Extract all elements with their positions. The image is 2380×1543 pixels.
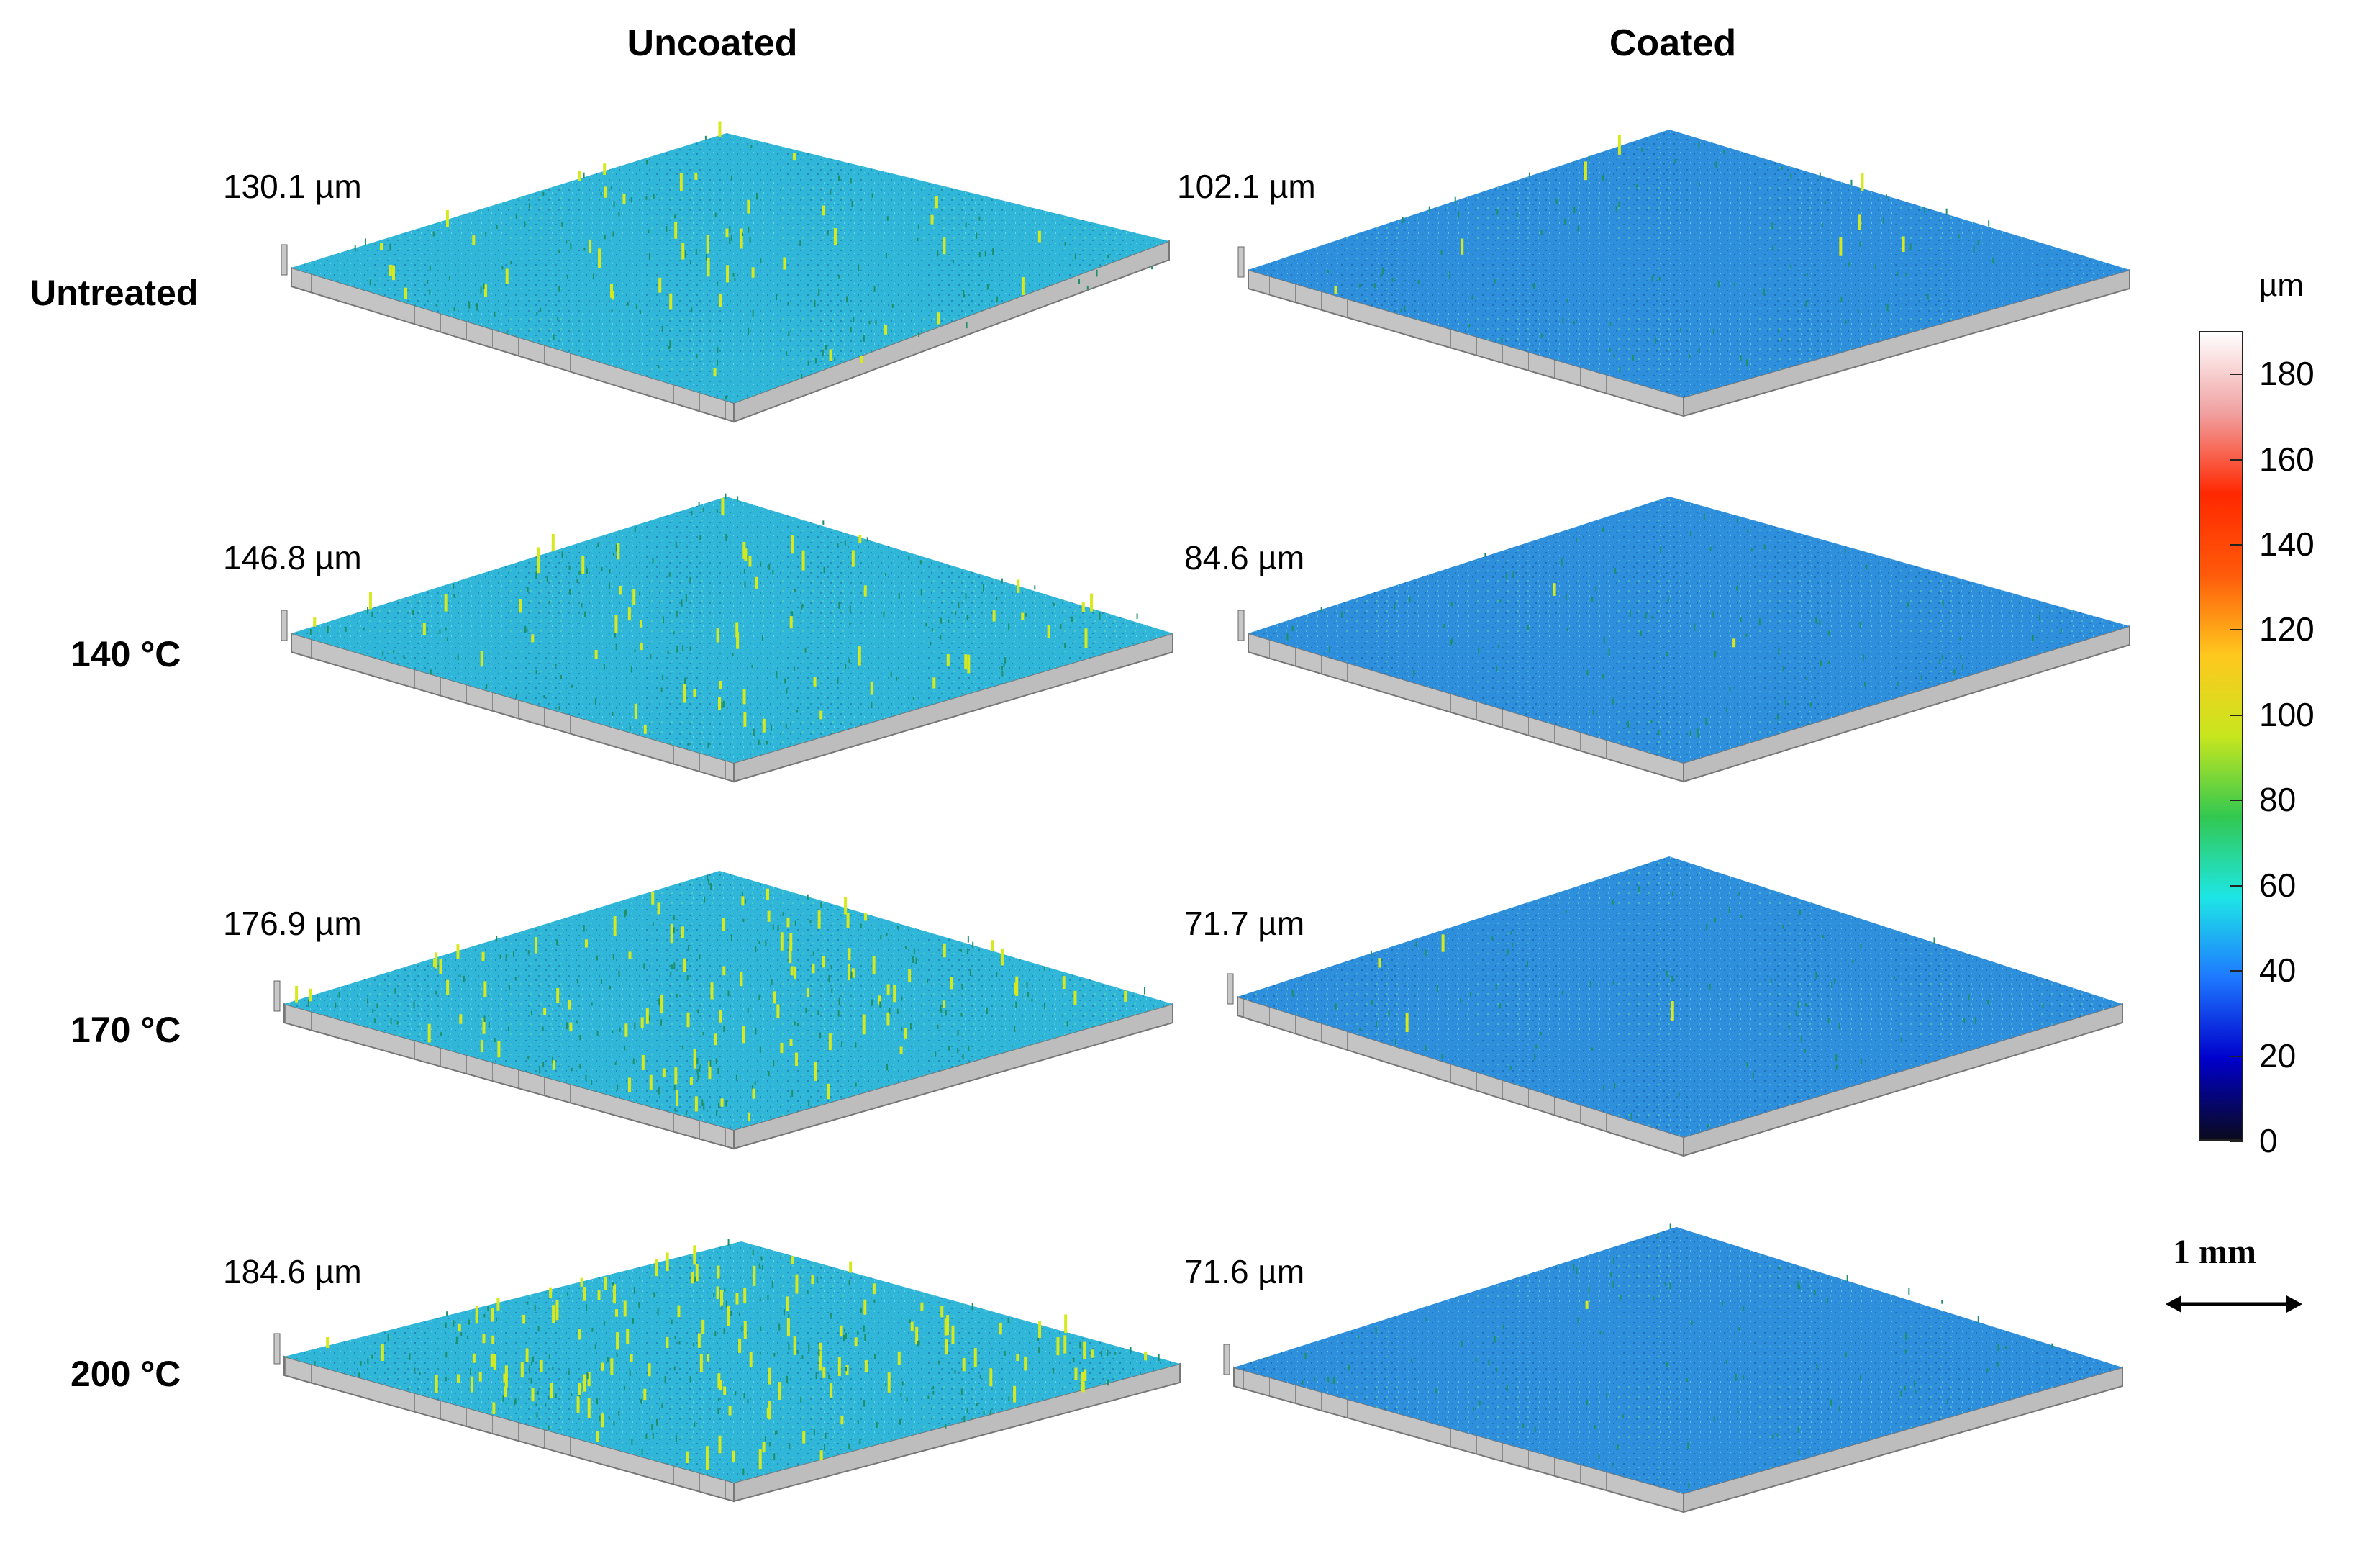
surface-texture <box>291 497 1173 763</box>
colorbar-tick-label: 20 <box>2259 1036 2297 1074</box>
surface-uncoated-170c <box>273 871 1173 1150</box>
surface-texture <box>1248 130 2130 397</box>
surface-uncoated-untreated <box>281 121 1170 423</box>
surface-texture <box>1237 856 2122 1137</box>
max-height-coated-170c: 71.7 µm <box>1184 905 1305 942</box>
surface-z-axis <box>273 1333 281 1365</box>
max-height-coated-untreated: 102.1 µm <box>1177 168 1316 205</box>
colorbar-tick-label: 0 <box>2259 1122 2278 1159</box>
row-label-200c: 200 °C <box>71 1354 181 1394</box>
colorbar-tick-label: 40 <box>2259 951 2297 990</box>
surface-coated-200c <box>1223 1223 2123 1513</box>
max-height-uncoated-untreated: 130.1 µm <box>223 168 362 205</box>
row-label-untreated: Untreated <box>30 273 199 313</box>
scale-bar-arrow <box>2166 1295 2302 1313</box>
surface-z-axis <box>1227 973 1234 1005</box>
surface-base-right <box>1683 1366 2123 1513</box>
surface-texture <box>1248 497 2130 763</box>
surface-z-axis <box>1223 1344 1230 1375</box>
surface-z-axis <box>1237 610 1245 641</box>
colorbar-tick-mark <box>2230 1055 2243 1057</box>
colorbar-tick-mark <box>2230 629 2243 631</box>
surface-z-axis <box>273 980 281 1012</box>
colorbar-tick-label: 180 <box>2259 355 2315 393</box>
surface-uncoated-200c <box>273 1239 1181 1503</box>
column-header-uncoated: Uncoated <box>627 22 798 64</box>
colorbar-tick-mark <box>2230 800 2243 802</box>
surface-texture <box>291 133 1169 403</box>
colorbar <box>2199 331 2243 1141</box>
max-height-uncoated-200c: 184.6 µm <box>223 1253 362 1290</box>
surface-uncoated-140c <box>281 493 1173 783</box>
max-height-uncoated-170c: 176.9 µm <box>223 905 362 942</box>
max-height-coated-200c: 71.6 µm <box>1184 1253 1305 1290</box>
surface-z-axis <box>1237 246 1245 278</box>
colorbar-unit: µm <box>2259 268 2304 303</box>
surface-coated-untreated <box>1237 130 2130 417</box>
surface-coated-140c <box>1237 497 2130 783</box>
colorbar-tick-label: 80 <box>2259 781 2297 819</box>
colorbar-tick-mark <box>2230 544 2243 546</box>
surface-z-axis <box>281 244 288 276</box>
surface-coated-170c <box>1227 856 2123 1157</box>
colorbar-tick-mark <box>2230 374 2243 376</box>
max-height-uncoated-140c: 146.8 µm <box>223 539 362 576</box>
surface-texture <box>284 1241 1180 1483</box>
colorbar-tick-mark <box>2230 714 2243 716</box>
colorbar-tick-mark <box>2230 970 2243 972</box>
colorbar-tick-label: 100 <box>2259 695 2315 733</box>
surface-texture <box>284 871 1173 1130</box>
colorbar-tick-mark <box>2230 1141 2243 1142</box>
colorbar-tick-mark <box>2230 884 2243 887</box>
colorbar-tick-label: 160 <box>2259 440 2315 478</box>
scale-bar-label: 1 mm <box>2173 1233 2256 1271</box>
row-label-170c: 170 °C <box>71 1010 181 1050</box>
surface-texture <box>1234 1227 2122 1493</box>
surface-base-right <box>733 240 1170 423</box>
surface-base-right <box>733 1003 1173 1150</box>
column-header-coated: Coated <box>1609 22 1737 64</box>
surface-z-axis <box>281 610 288 641</box>
colorbar-tick-label: 60 <box>2259 866 2297 904</box>
colorbar-tick-mark <box>2230 458 2243 461</box>
colorbar-tick-label: 140 <box>2259 525 2315 564</box>
colorbar-tick-label: 120 <box>2259 610 2315 648</box>
max-height-coated-140c: 84.6 µm <box>1184 539 1305 576</box>
row-label-140c: 140 °C <box>71 634 181 674</box>
surface-base-right <box>733 1362 1181 1503</box>
